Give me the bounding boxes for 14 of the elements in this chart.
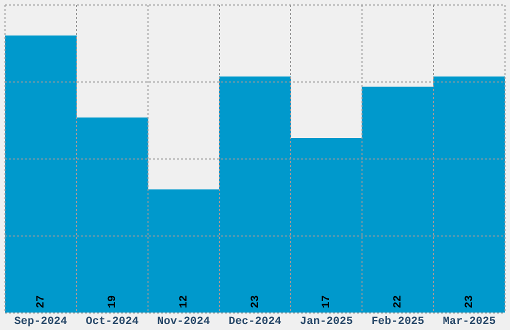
- data-label: 23: [250, 294, 262, 308]
- data-label: 17: [321, 295, 334, 308]
- data-label: 22: [392, 295, 405, 308]
- x-tick-label: Oct-2024: [86, 316, 139, 328]
- x-tick-label: Sep-2024: [14, 316, 68, 328]
- x-tick-label: Jan-2025: [300, 316, 354, 328]
- x-tick-label: Feb-2025: [371, 316, 425, 328]
- data-label: 19: [106, 295, 119, 308]
- data-label: 12: [178, 295, 190, 308]
- x-tick-label: Dec-2024: [228, 316, 282, 328]
- x-tick-label: Mar-2025: [442, 316, 496, 328]
- data-label: 23: [464, 294, 476, 308]
- data-label: 27: [35, 295, 48, 308]
- x-tick-label: Nov-2024: [157, 316, 210, 328]
